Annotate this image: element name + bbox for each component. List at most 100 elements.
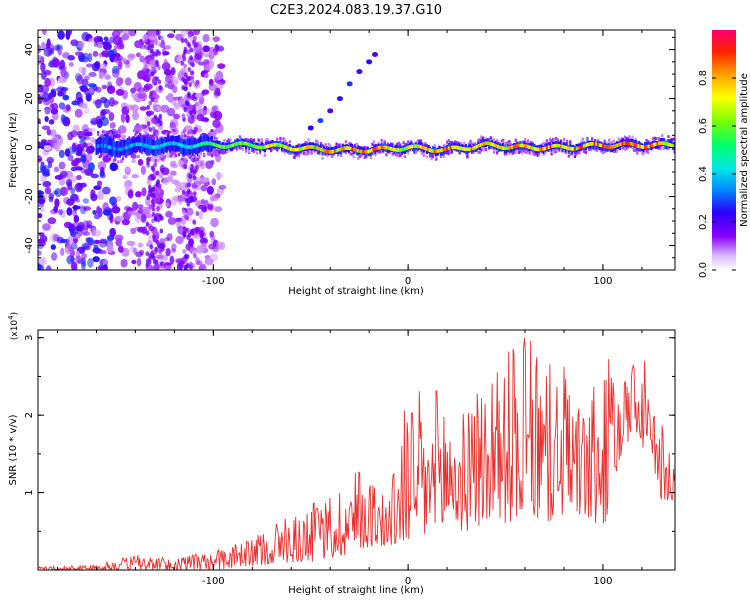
spectrogram-ridge-cell [233, 142, 236, 147]
spectrogram-ridge-cell [325, 149, 328, 154]
spectrogram-halo-cell [134, 133, 137, 137]
spectrogram-noise-cell [41, 125, 50, 131]
spectrogram-noise-cell [157, 183, 162, 189]
spectrogram-noise-cell [182, 248, 187, 254]
spectrogram-noise-cell [41, 41, 46, 51]
spectrogram-halo-cell [294, 145, 298, 149]
spectrogram-noise-cell [50, 108, 59, 115]
spectrogram-ridge-cell [134, 142, 137, 147]
spectrogram-noise-cell [145, 213, 154, 218]
spectrogram-noise-cell [170, 196, 178, 207]
spectrogram-noise-cell [191, 182, 196, 188]
spectrogram-halo-cell [181, 157, 184, 161]
spectrogram-halo-cell [128, 136, 131, 140]
spectrogram-halo-cell [466, 154, 469, 158]
spectrogram-ridge-cell [446, 146, 449, 151]
spectrogram-halo-cell [581, 137, 584, 141]
spectrogram-noise-cell [152, 78, 156, 84]
spectrogram-ridge-cell [489, 142, 492, 146]
spectrogram-noise-cell [196, 245, 204, 254]
spectrogram-ridge-cell [290, 147, 293, 151]
spectrogram-ridge-cell [332, 149, 335, 154]
spectrogram-noise-cell [187, 188, 191, 194]
spectrogram-halo-cell [397, 154, 400, 158]
spectrogram-noise-cell [50, 90, 57, 98]
spectrogram-noise-cell [48, 119, 55, 125]
spectrogram-streak-cell [366, 59, 373, 65]
spectrogram-noise-cell [43, 69, 52, 76]
spectrogram-halo-cell [527, 139, 530, 143]
spectrogram-ridge-cell [440, 148, 443, 152]
spectrogram-noise-cell [141, 187, 147, 197]
spectrogram-ridge-cell [254, 145, 257, 149]
spectrogram-halo-cell [248, 149, 251, 153]
spectrogram-noise-cell [155, 49, 160, 55]
spectrogram-ridge-cell [665, 141, 668, 146]
spectrogram-halo-cell [506, 140, 510, 144]
spectrogram-halo-cell [184, 157, 187, 161]
spectrogram-ridge-cell [416, 144, 419, 148]
spectrogram-noise-cell [124, 61, 131, 69]
spectrogram-halo-cell [480, 148, 483, 152]
spectrogram-ridge-cell [339, 147, 342, 152]
spectrogram-ridge-cell [160, 143, 163, 148]
spectrogram-halo-cell [564, 141, 567, 145]
spectrogram-noise-cell [75, 233, 80, 239]
spectrogram-noise-cell [130, 153, 137, 159]
spectrogram-noise-cell [90, 173, 99, 179]
spectrogram-ridge-cell [251, 143, 254, 148]
spectrogram-marks [38, 30, 675, 270]
spectrogram-ridge-cell [183, 144, 186, 148]
spectrogram-halo-cell [265, 140, 268, 144]
spectrogram-ridge-cell [444, 147, 447, 151]
spectrogram-noise-cell [92, 99, 102, 105]
spectrogram-halo-cell [380, 149, 383, 153]
spectrogram-halo-cell [305, 151, 309, 155]
spectrogram-ridge-cell [95, 144, 98, 149]
spectrogram-ridge-cell [309, 145, 312, 149]
spectrogram-ridge-cell [530, 146, 533, 150]
spectrogram-halo-cell [296, 153, 299, 157]
spectrogram-halo-cell [467, 142, 471, 146]
spectrogram-noise-cell [111, 30, 121, 39]
spectrogram-halo-cell [316, 140, 319, 144]
spectrogram-noise-cell [97, 265, 103, 270]
spectrogram-noise-cell [146, 121, 151, 127]
spectrogram-noise-cell [190, 70, 195, 76]
spectrogram-halo-cell [534, 151, 538, 155]
spectrogram-halo-cell [190, 131, 193, 135]
spectrogram-halo-cell [293, 156, 296, 160]
spectrogram-ridge-cell [388, 146, 391, 151]
spectrogram-noise-cell [139, 106, 148, 111]
spectrogram-halo-cell [174, 154, 178, 158]
spectrogram-ridge-cell [230, 143, 233, 148]
spectrogram-ridge-cell [263, 145, 266, 149]
spectrogram-ridge-cell [405, 146, 408, 150]
spectrogram-noise-cell [194, 126, 198, 132]
spectrogram-noise-cell [89, 136, 96, 143]
spectrogram-noise-cell [192, 30, 201, 36]
spectrogram-halo-cell [168, 130, 171, 134]
spectrogram-noise-cell [134, 40, 142, 49]
spectrogram-halo-cell [491, 145, 494, 149]
spectrogram-noise-cell [70, 255, 75, 264]
spectrogram-noise-cell [68, 62, 74, 67]
spectrogram-halo-cell [430, 157, 433, 161]
spectrogram-noise-cell [57, 136, 64, 146]
spectrogram-halo-cell [156, 133, 159, 137]
spectrogram-ridge-cell [561, 144, 564, 149]
spectrogram-halo-cell [298, 143, 301, 147]
spectrogram-halo-cell [449, 151, 452, 155]
spectrogram-halo-cell [288, 140, 291, 144]
spectrogram-ridge-cell [407, 145, 410, 150]
spectrogram-noise-cell [195, 211, 200, 217]
spectrogram-halo-cell [645, 139, 648, 143]
spectrogram-noise-cell [180, 60, 185, 66]
spectrogram-noise-cell [76, 130, 85, 137]
spectrogram-noise-cell [191, 62, 195, 68]
spectrogram-ridge-cell [579, 145, 582, 150]
spectrogram-halo-cell [396, 153, 399, 157]
spectrogram-ridge-cell [326, 149, 329, 154]
spectrogram-ridge-cell [179, 143, 182, 147]
snr-scale-base: (x10 [10, 320, 20, 341]
